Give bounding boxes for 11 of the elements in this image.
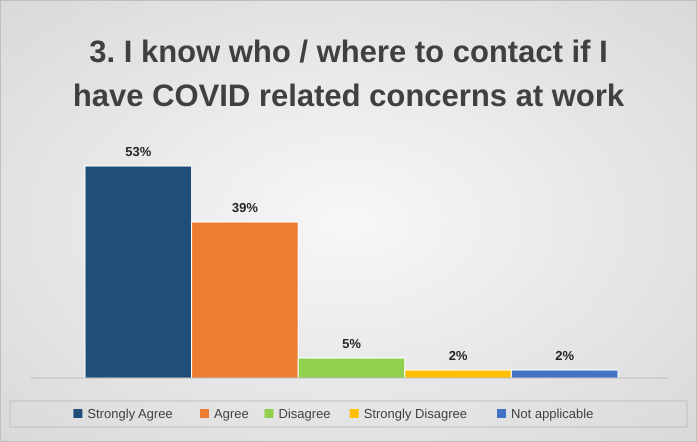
data-label: 39%: [232, 200, 258, 215]
legend-label: Strongly Disagree: [364, 406, 468, 421]
chart-title: 3. I know who / where to contact if I have COVID related concerns at work: [72, 34, 625, 113]
legend-label: Agree: [214, 406, 249, 421]
legend-label: Disagree: [278, 406, 331, 421]
data-label: 2%: [448, 348, 468, 363]
data-label: 2%: [555, 348, 575, 363]
data-label: 53%: [125, 144, 152, 159]
legend-label: Not applicable: [511, 406, 594, 421]
text: Strongly Agree: [87, 406, 173, 421]
data-label: 5%: [342, 336, 362, 351]
